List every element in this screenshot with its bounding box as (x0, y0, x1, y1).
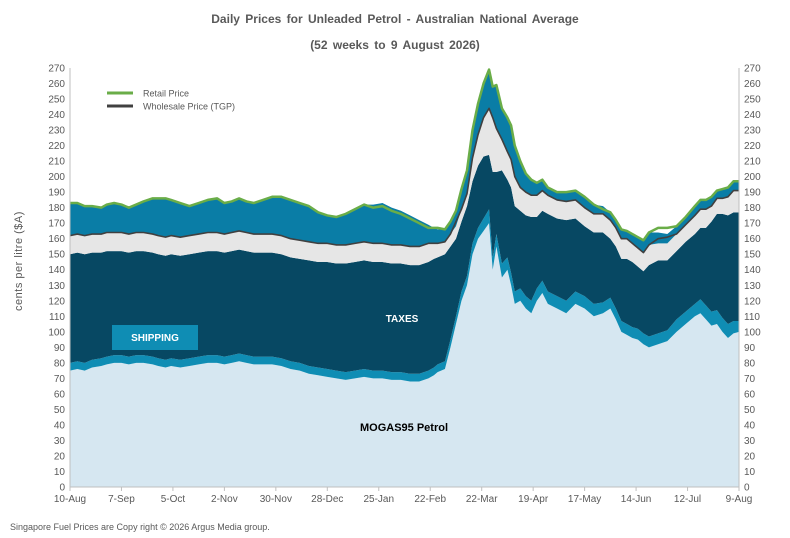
y-tick-label-right: 170 (744, 219, 761, 230)
y-tick-label-right: 100 (744, 327, 761, 338)
y-tick-label-left: 10 (54, 467, 66, 478)
y-tick-label-right: 120 (744, 296, 761, 307)
stacked-areas (70, 69, 739, 487)
x-tick-label: 28-Dec (311, 494, 343, 505)
y-tick-label-right: 180 (744, 203, 761, 214)
y-tick-label-left: 130 (48, 281, 65, 292)
area-taxes (70, 154, 739, 374)
y-tick-label-left: 180 (48, 203, 65, 214)
legend: Retail Price Wholesale Price (TGP) (107, 89, 235, 112)
x-tick-label: 22-Mar (466, 494, 498, 505)
y-tick-label-right: 10 (744, 467, 756, 478)
y-tick-label-right: 260 (744, 79, 761, 90)
y-tick-label-left: 190 (48, 188, 65, 199)
y-tick-label-left: 40 (54, 420, 66, 431)
area-margin (70, 108, 739, 272)
x-tick-label: 22-Feb (414, 494, 446, 505)
y-tick-label-right: 220 (744, 141, 761, 152)
area-retail-margin (70, 69, 739, 253)
y-tick-label-left: 210 (48, 157, 65, 168)
shipping-label: SHIPPING (131, 333, 179, 344)
y-tick-label-right: 80 (744, 358, 756, 369)
y-tick-label-left: 250 (48, 95, 65, 106)
y-tick-label-left: 140 (48, 265, 65, 276)
y-tick-label-right: 70 (744, 374, 756, 385)
y-tick-label-right: 200 (744, 172, 761, 183)
area-mogas95-petrol (70, 223, 739, 487)
copyright-footer: Singapore Fuel Prices are Copy right © 2… (10, 522, 270, 532)
y-tick-label-right: 60 (744, 389, 756, 400)
retail-price-line (70, 68, 739, 242)
x-tick-label: 7-Sep (108, 494, 135, 505)
chart-subtitle: (52 weeks to 9 August 2026) (310, 38, 480, 52)
x-tick-label: 10-Aug (54, 494, 86, 505)
legend-label: Retail Price (143, 89, 189, 99)
chart-title: Daily Prices for Unleaded Petrol - Austr… (211, 12, 579, 26)
y-tick-label-left: 270 (48, 64, 65, 75)
y-tick-label-right: 150 (744, 250, 761, 261)
y-axis-label: cents per litre ($A) (13, 211, 25, 311)
taxes-label: TAXES (386, 314, 419, 325)
y-tick-label-left: 150 (48, 250, 65, 261)
x-tick-label: 25-Jan (363, 494, 394, 505)
x-tick-label: 14-Jun (621, 494, 652, 505)
legend-label: Wholesale Price (TGP) (143, 102, 235, 112)
y-tick-label-left: 230 (48, 126, 65, 137)
x-tick-label: 2-Nov (211, 494, 238, 505)
x-tick-label: 5-Oct (161, 494, 186, 505)
y-tick-label-left: 60 (54, 389, 66, 400)
y-tick-label-right: 270 (744, 64, 761, 75)
y-tick-label-right: 90 (744, 343, 756, 354)
y-tick-label-right: 210 (744, 157, 761, 168)
y-tick-label-right: 240 (744, 110, 761, 121)
y-tick-label-right: 50 (744, 405, 756, 416)
y-tick-label-right: 0 (744, 483, 750, 494)
y-tick-label-right: 110 (744, 312, 760, 323)
x-tick-label: 17-May (568, 494, 601, 505)
y-tick-label-left: 90 (54, 343, 66, 354)
inline-labels: SHIPPING TAXES MOGAS95 Petrol (112, 314, 448, 434)
wholesale-price-line (69, 107, 739, 254)
x-tick-label: 12-Jul (674, 494, 701, 505)
x-tick-label: 30-Nov (260, 494, 292, 505)
y-tick-label-left: 110 (49, 312, 65, 323)
y-tick-label-left: 240 (48, 110, 65, 121)
y-tick-label-left: 100 (48, 327, 65, 338)
axes: 0 0 10 10 20 20 30 30 40 40 50 50 60 60 70 70 80 80 90 90 10… (48, 64, 761, 506)
y-tick-label-left: 170 (48, 219, 65, 230)
y-tick-label-right: 20 (744, 451, 756, 462)
y-tick-label-left: 50 (54, 405, 66, 416)
y-tick-label-left: 30 (54, 436, 66, 447)
y-tick-label-left: 200 (48, 172, 65, 183)
y-tick-label-left: 260 (48, 79, 65, 90)
y-tick-label-right: 30 (744, 436, 756, 447)
y-tick-label-right: 230 (744, 126, 761, 137)
price-lines (69, 68, 739, 254)
y-tick-label-left: 220 (48, 141, 65, 152)
y-tick-label-right: 160 (744, 234, 761, 245)
shipping-label-box (112, 325, 198, 350)
y-tick-label-right: 190 (744, 188, 761, 199)
y-tick-label-right: 40 (744, 420, 756, 431)
y-tick-label-left: 160 (48, 234, 65, 245)
y-tick-label-left: 120 (48, 296, 65, 307)
y-tick-label-left: 80 (54, 358, 66, 369)
y-tick-label-right: 130 (744, 281, 761, 292)
y-tick-label-left: 0 (59, 483, 65, 494)
y-tick-label-left: 70 (54, 374, 66, 385)
y-tick-label-right: 250 (744, 95, 761, 106)
x-tick-label: 9-Aug (726, 494, 753, 505)
y-tick-label-right: 140 (744, 265, 761, 276)
x-tick-label: 19-Apr (518, 494, 549, 505)
mogas-label: MOGAS95 Petrol (360, 422, 448, 434)
y-tick-label-left: 20 (54, 451, 66, 462)
